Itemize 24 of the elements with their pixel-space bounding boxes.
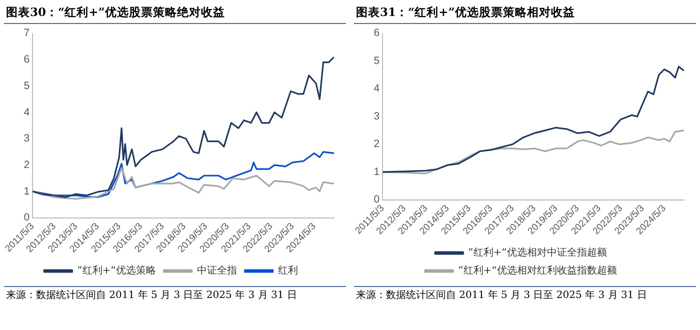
legend-label: ”红利+“优选策略 bbox=[77, 264, 156, 277]
chart-title: 图表30：“红利+”优选股票策略绝对收益 bbox=[4, 0, 346, 24]
y-tick-label: 6 bbox=[24, 54, 30, 66]
y-tick-label: 1 bbox=[24, 185, 30, 198]
y-tick-label: 5 bbox=[374, 54, 380, 67]
y-tick-label: 4 bbox=[374, 82, 380, 95]
chart-title: 图表31：“红利+”优选股票策略相对收益 bbox=[354, 0, 696, 24]
y-tick-label: 6 bbox=[374, 27, 380, 40]
y-tick-label: 4 bbox=[24, 106, 30, 118]
legend-label: ”红利+“优选相对中证全指超额 bbox=[468, 246, 607, 259]
y-tick-label: 3 bbox=[24, 132, 30, 145]
y-tick-label: 2 bbox=[374, 138, 380, 150]
y-tick-label: 1 bbox=[374, 166, 380, 178]
source-note: 来源：数据统计区间自 2011 年 5 月 3 日至 2025 年 3 月 31 日 bbox=[354, 286, 696, 304]
y-tick-label: 0 bbox=[24, 212, 30, 224]
legend-label: ”红利+“优选相对红利收益指数超额 bbox=[458, 264, 617, 277]
y-tick-label: 7 bbox=[24, 27, 30, 40]
legend-label: 中证全指 bbox=[196, 264, 237, 277]
y-tick-label: 5 bbox=[24, 80, 30, 92]
y-tick-label: 2 bbox=[24, 158, 30, 171]
y-tick-label: 0 bbox=[374, 194, 380, 206]
legend-label: 红利 bbox=[278, 264, 298, 277]
source-note: 来源：数据统计区间自 2011 年 5 月 3 日至 2025 年 3 月 31 日 bbox=[4, 286, 346, 304]
y-tick-label: 3 bbox=[374, 110, 380, 122]
